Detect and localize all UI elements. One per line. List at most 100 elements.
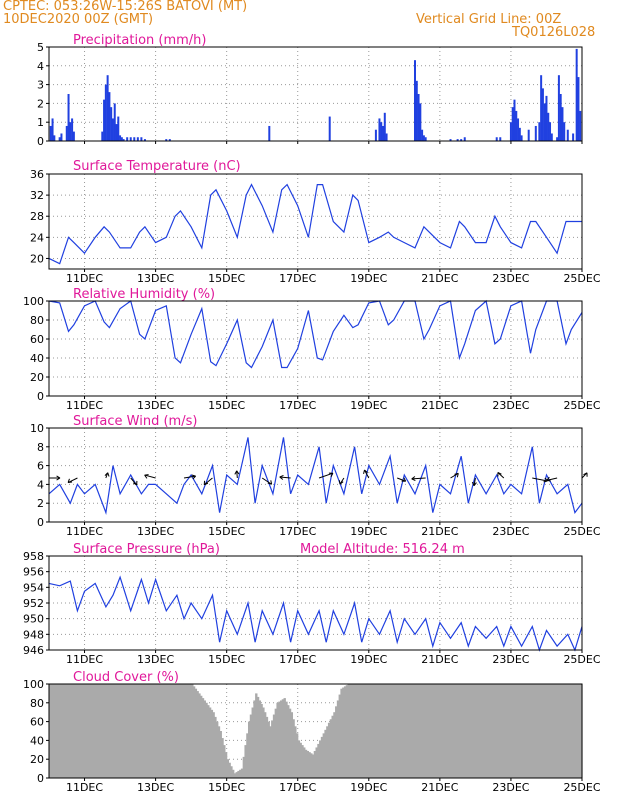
cloud-bar	[393, 684, 397, 778]
cloud-bar	[139, 684, 142, 778]
y-tick-label: 36	[30, 168, 44, 181]
wind-arrow-head	[104, 472, 109, 476]
cloud-bar	[496, 684, 500, 778]
cloud-bar	[105, 684, 109, 778]
cloud-bar	[539, 684, 542, 778]
cloud-bar	[466, 684, 469, 778]
panel-title: Relative Humidity (%)	[73, 287, 215, 302]
cloud-bar	[550, 684, 553, 778]
cloud-bar	[258, 700, 262, 778]
precip-bar	[556, 137, 559, 141]
x-tick-label: 25DEC	[563, 781, 600, 794]
cloud-bar	[347, 684, 350, 778]
precip-bar	[71, 118, 74, 141]
wind-arrow	[67, 477, 78, 483]
cloud-bar	[262, 707, 265, 778]
cloud-bar	[292, 719, 295, 778]
cloud-bar	[326, 726, 329, 778]
y-tick-label: 24	[30, 231, 44, 244]
precip-bar	[120, 137, 123, 141]
cloud-bar	[313, 750, 317, 778]
cloud-bar	[448, 684, 452, 778]
cloud-bar	[79, 684, 82, 778]
x-tick-label: 25DEC	[563, 272, 600, 285]
x-tick-label: 13DEC	[137, 653, 174, 666]
cloud-bar	[560, 684, 564, 778]
cloud-bar	[288, 708, 292, 778]
cloud-bar	[505, 684, 508, 778]
cloud-bar	[491, 684, 494, 778]
cloud-bar	[153, 684, 157, 778]
cloud-bar	[283, 698, 286, 778]
cloud-bar	[340, 688, 343, 778]
y-tick-label: 20	[30, 371, 44, 384]
cloud-bar	[175, 684, 178, 778]
x-tick-label: 15DEC	[208, 781, 245, 794]
cloud-bar	[56, 684, 59, 778]
y-tick-label: 2	[37, 497, 44, 510]
precip-bar	[549, 122, 552, 141]
cloud-bar	[128, 684, 132, 778]
cloud-bar	[333, 712, 336, 778]
cloud-bar	[557, 684, 560, 778]
cloud-bar	[256, 696, 260, 778]
cloud-bar	[144, 684, 148, 778]
cloud-bar	[390, 684, 393, 778]
precip-bar	[517, 118, 520, 141]
cloud-bar	[319, 740, 322, 778]
x-tick-label: 13DEC	[137, 399, 174, 412]
cloud-bar	[400, 684, 404, 778]
cloud-bar	[345, 685, 349, 778]
cloud-bar	[185, 684, 189, 778]
precip-bar	[511, 107, 514, 141]
cloud-bar	[502, 684, 505, 778]
cloud-bar	[279, 700, 283, 778]
y-tick-label: 32	[30, 189, 44, 202]
cloud-bar	[516, 684, 519, 778]
cloud-bar	[247, 721, 251, 778]
y-tick-label: 0	[37, 772, 44, 785]
cloud-bar	[322, 733, 325, 778]
panel-title: Surface Temperature (nC)	[73, 159, 241, 174]
precip-bar	[119, 135, 122, 141]
header-date: 10DEC2020 00Z (GMT)	[3, 12, 154, 27]
cloud-bar	[304, 749, 308, 778]
cloud-bar	[198, 693, 201, 778]
cloud-bar	[287, 705, 290, 778]
x-tick-label: 17DEC	[279, 399, 316, 412]
cloud-bar	[86, 684, 89, 778]
cloud-bar	[519, 684, 523, 778]
cloud-bar	[498, 684, 501, 778]
series-line	[48, 437, 583, 515]
cloud-bar	[240, 768, 244, 778]
panel-frame	[48, 555, 583, 651]
cloud-bar	[439, 684, 443, 778]
y-tick-label: 954	[23, 581, 44, 594]
y-tick-label: 20	[30, 252, 44, 265]
cloud-bar	[118, 684, 121, 778]
precip-bar	[515, 110, 518, 141]
cloud-bar	[54, 684, 57, 778]
precip-bar	[520, 135, 523, 141]
cloud-bar	[102, 684, 105, 778]
x-tick-label: 17DEC	[279, 272, 316, 285]
panel-frame	[48, 300, 583, 397]
x-tick-label: 21DEC	[421, 525, 458, 538]
cloud-bar	[523, 684, 526, 778]
model-altitude: Model Altitude: 516.24 m	[300, 542, 465, 557]
precip-bar	[415, 80, 418, 141]
cloud-bar	[182, 684, 185, 778]
cloud-bar	[116, 684, 119, 778]
cloud-bar	[567, 684, 571, 778]
cloud-bar	[143, 684, 146, 778]
cloud-bar	[123, 684, 126, 778]
cloud-bar	[358, 684, 361, 778]
cloud-bar	[224, 752, 228, 778]
wind-arrow-head	[330, 472, 334, 477]
cloud-bar	[84, 684, 87, 778]
precip-bar	[579, 110, 582, 141]
cloud-bar	[395, 684, 398, 778]
y-tick-label: 80	[30, 697, 44, 710]
cloud-bar	[375, 684, 379, 778]
